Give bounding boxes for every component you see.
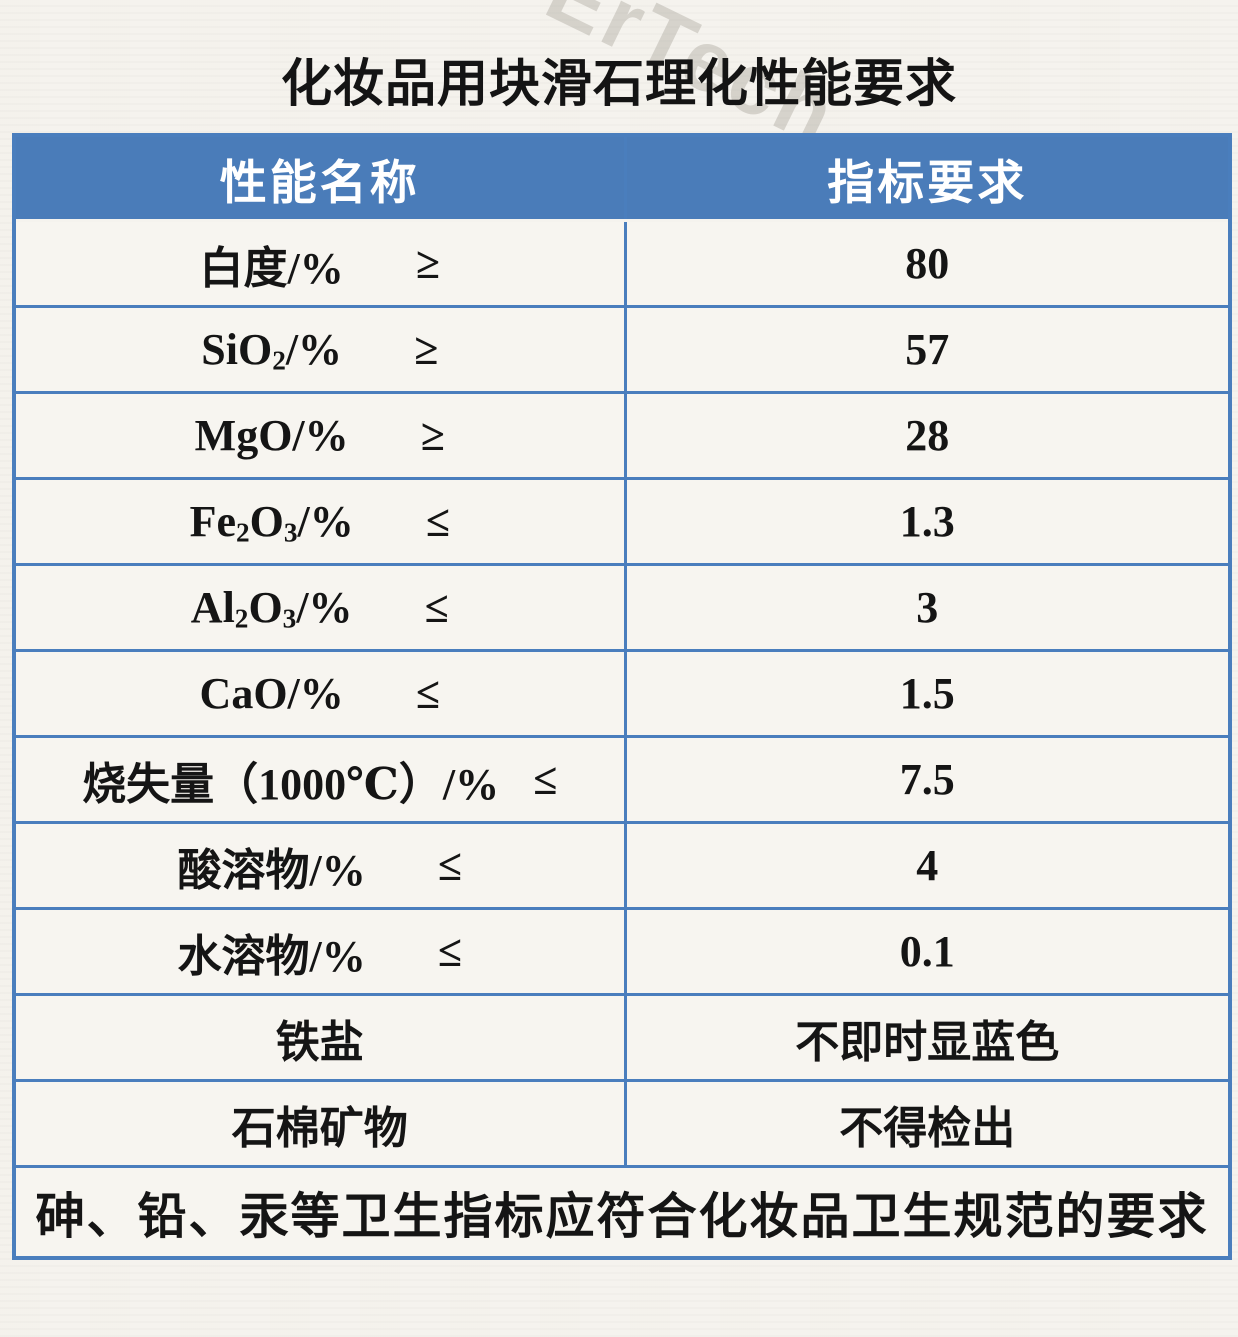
requirement-cell: 1.5 (623, 649, 1232, 738)
comparison-operator: ≤ (533, 755, 558, 804)
requirement-cell: 3 (623, 563, 1232, 652)
property-name: 烧失量（1000℃）/% (82, 759, 500, 809)
table-row: 白度/% ≥ 80 (12, 219, 1232, 308)
property-cell: 白度/% ≥ (12, 219, 627, 308)
requirement-cell: 57 (623, 305, 1232, 394)
property-name: Al2O3/% (190, 583, 353, 634)
comparison-operator: ≤ (415, 669, 440, 718)
table-row: 石棉矿物 不得检出 (12, 1079, 1232, 1168)
table-row: Al2O3/% ≤ 3 (12, 563, 1232, 652)
requirement-cell: 7.5 (623, 735, 1232, 824)
property-name: 铁盐 (275, 1017, 364, 1067)
property-name: MgO/% (194, 411, 349, 460)
table-row: CaO/% ≤ 1.5 (12, 649, 1232, 738)
property-name: Fe2O3/% (189, 497, 354, 548)
requirement-cell: 28 (623, 391, 1232, 480)
property-cell: MgO/% ≥ (12, 391, 627, 480)
table-row: MgO/% ≥ 28 (12, 391, 1232, 480)
table-row: 水溶物/% ≤ 0.1 (12, 907, 1232, 996)
property-cell: 水溶物/% ≤ (12, 907, 627, 996)
page-title: 化妆品用块滑石理化性能要求 (280, 57, 957, 113)
comparison-operator: ≤ (425, 497, 450, 546)
property-cell: Al2O3/% ≤ (12, 563, 627, 652)
column-header-property: 性能名称 (12, 133, 627, 222)
table-row: Fe2O3/% ≤ 1.3 (12, 477, 1232, 566)
property-name: 石棉矿物 (231, 1103, 408, 1153)
property-cell: Fe2O3/% ≤ (12, 477, 627, 566)
property-cell: 酸溶物/% ≤ (12, 821, 627, 910)
table-row: SiO2/% ≥ 57 (12, 305, 1232, 394)
column-header-requirement: 指标要求 (623, 133, 1232, 222)
property-cell: CaO/% ≤ (12, 649, 627, 738)
property-name: SiO2/% (201, 325, 343, 376)
property-cell: 烧失量（1000℃）/% ≤ (12, 735, 627, 824)
comparison-operator: ≤ (424, 583, 449, 632)
table-row: 酸溶物/% ≤ 4 (12, 821, 1232, 910)
requirement-cell: 80 (623, 219, 1232, 308)
property-name: 水溶物/% (177, 931, 366, 981)
property-cell: 铁盐 (12, 993, 627, 1082)
property-cell: 石棉矿物 (12, 1079, 627, 1168)
property-name: CaO/% (199, 669, 344, 718)
comparison-operator: ≤ (437, 927, 462, 976)
property-cell: SiO2/% ≥ (12, 305, 627, 394)
requirement-cell: 1.3 (623, 477, 1232, 566)
comparison-operator: ≤ (437, 841, 462, 890)
requirement-cell: 不得检出 (623, 1079, 1232, 1168)
footnote-text: 砷、铅、汞等卫生指标应符合化妆品卫生规范的要求 (12, 1165, 1232, 1260)
property-name: 酸溶物/% (177, 845, 366, 895)
header-row: 性能名称 指标要求 (12, 133, 1232, 222)
footnote-row: 砷、铅、汞等卫生指标应符合化妆品卫生规范的要求 (12, 1165, 1232, 1260)
comparison-operator: ≥ (415, 239, 440, 288)
spec-table: 性能名称 指标要求 白度/% ≥ 80 SiO2/% ≥ 57 MgO/% ≥ 28 … (12, 133, 1232, 1260)
requirement-cell: 0.1 (623, 907, 1232, 996)
property-name: 白度/% (199, 243, 344, 293)
table-row: 铁盐 不即时显蓝色 (12, 993, 1232, 1082)
table-row: 烧失量（1000℃）/% ≤ 7.5 (12, 735, 1232, 824)
requirement-cell: 4 (623, 821, 1232, 910)
comparison-operator: ≥ (414, 325, 439, 374)
comparison-operator: ≥ (420, 411, 445, 460)
requirement-cell: 不即时显蓝色 (623, 993, 1232, 1082)
